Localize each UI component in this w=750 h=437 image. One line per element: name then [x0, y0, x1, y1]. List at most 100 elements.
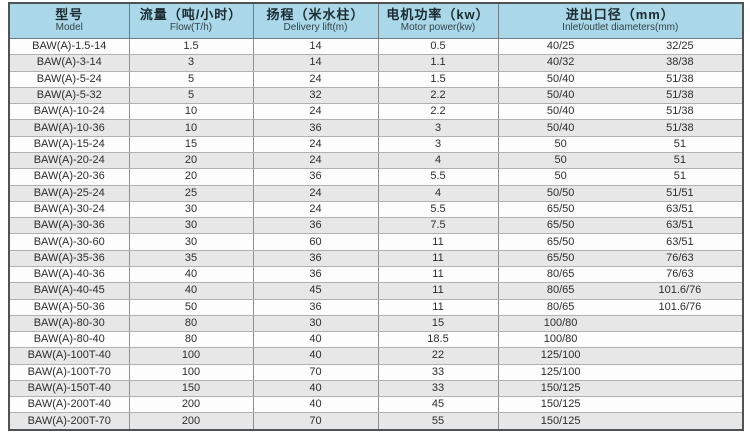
- column-header-delivery-lift: 扬程（米水柱） Delivery lift(m): [252, 3, 379, 39]
- inlet-outlet-value-1: 40/32: [546, 56, 575, 69]
- cell-lift: 70: [252, 412, 379, 431]
- inlet-outlet-value-1: 50/50: [546, 186, 575, 199]
- table-header: 型号 Model 流量（吨/小时） Flow(T/h) 扬程（米水柱） Deli…: [8, 3, 744, 39]
- cell-model: BAW(A)-10-36: [8, 119, 130, 137]
- inlet-outlet-value-2: 63/51: [666, 202, 694, 215]
- cell-flow: 100: [128, 364, 254, 381]
- inlet-outlet-value-2: 51/38: [666, 72, 694, 85]
- cell-model: BAW(A)-40-36: [8, 266, 130, 284]
- cell-lift: 30: [252, 315, 379, 333]
- inlet-outlet-value-2: 63/51: [666, 235, 694, 248]
- cell-model: BAW(A)-200T-70: [8, 412, 130, 431]
- cell-lift: 24: [252, 71, 379, 88]
- cell-inlet-outlet: 40/32 38/38: [497, 54, 744, 72]
- cell-model: BAW(A)-30-36: [8, 217, 130, 235]
- table-row: BAW(A)-80-40 80 40 18.5 100/80: [8, 331, 744, 349]
- inlet-outlet-value-2: 51/38: [666, 105, 694, 118]
- cell-flow: 30: [128, 201, 254, 219]
- table-row: BAW(A)-20-36 20 36 5.5 50 51: [8, 168, 744, 186]
- inlet-outlet-value-1: 50: [554, 154, 567, 167]
- inlet-outlet-value-1: 100/80: [543, 316, 578, 329]
- cell-flow: 200: [128, 412, 254, 431]
- table-row: BAW(A)-1.5-14 1.5 14 0.5 40/25 32/25: [8, 38, 744, 56]
- cell-flow: 3: [128, 54, 254, 72]
- cell-flow: 80: [128, 331, 254, 349]
- cell-flow: 40: [128, 282, 254, 300]
- cell-model: BAW(A)-30-60: [8, 233, 130, 251]
- cell-power: 18.5: [377, 331, 499, 349]
- cell-flow: 15: [128, 136, 254, 153]
- cell-lift: 24: [252, 103, 379, 121]
- cell-lift: 24: [252, 185, 379, 202]
- table-row: BAW(A)-20-24 20 24 4 50 51: [8, 152, 744, 170]
- table-row: BAW(A)-80-30 80 30 15 100/80: [8, 315, 744, 333]
- column-header-inlet-outlet-zh: 进出口径（mm）: [565, 7, 675, 22]
- cell-inlet-outlet: 50/40 51/38: [497, 103, 744, 121]
- inlet-outlet-value-1: 65/50: [546, 202, 575, 215]
- cell-lift: 45: [252, 282, 379, 300]
- table-row: BAW(A)-30-60 30 60 11 65/50 63/51: [8, 233, 744, 251]
- column-header-flow: 流量（吨/小时） Flow(T/h): [128, 3, 254, 39]
- cell-inlet-outlet: 50/40 51/38: [497, 71, 744, 88]
- column-header-inlet-outlet-en: Inlet/outlet diameters(mm): [562, 22, 679, 33]
- cell-power: 22: [377, 347, 499, 365]
- cell-inlet-outlet: 80/65 76/63: [497, 266, 744, 284]
- cell-power: 11: [377, 250, 499, 267]
- cell-flow: 10: [128, 103, 254, 121]
- table-row: BAW(A)-30-24 30 24 5.5 65/50 63/51: [8, 201, 744, 219]
- cell-power: 45: [377, 396, 499, 414]
- cell-lift: 14: [252, 54, 379, 72]
- inlet-outlet-value-2: 101.6/76: [658, 300, 702, 313]
- cell-model: BAW(A)-3-14: [8, 54, 130, 72]
- cell-lift: 36: [252, 266, 379, 284]
- cell-inlet-outlet: 65/50 63/51: [497, 217, 744, 235]
- cell-lift: 70: [252, 364, 379, 381]
- cell-model: BAW(A)-10-24: [8, 103, 130, 121]
- cell-power: 11: [377, 266, 499, 284]
- cell-power: 4: [377, 152, 499, 170]
- cell-model: BAW(A)-40-45: [8, 282, 130, 300]
- cell-flow: 10: [128, 119, 254, 137]
- inlet-outlet-value-2: 51/38: [666, 88, 694, 101]
- inlet-outlet-value-1: 80/65: [546, 300, 575, 313]
- cell-inlet-outlet: 80/65 101.6/76: [497, 299, 744, 316]
- cell-flow: 150: [128, 380, 254, 398]
- column-header-delivery-lift-en: Delivery lift(m): [283, 22, 348, 33]
- cell-flow: 50: [128, 299, 254, 316]
- cell-inlet-outlet: 65/50 63/51: [497, 233, 744, 251]
- cell-inlet-outlet: 125/100: [497, 364, 744, 381]
- table-row: BAW(A)-100T-40 100 40 22 125/100: [8, 347, 744, 365]
- cell-power: 33: [377, 364, 499, 381]
- cell-flow: 100: [128, 347, 254, 365]
- cell-power: 4: [377, 185, 499, 202]
- inlet-outlet-value-1: 65/50: [546, 219, 575, 232]
- cell-lift: 36: [252, 217, 379, 235]
- cell-lift: 36: [252, 299, 379, 316]
- cell-model: BAW(A)-30-24: [8, 201, 130, 219]
- inlet-outlet-value-1: 65/50: [546, 251, 575, 264]
- cell-inlet-outlet: 50/40 51/38: [497, 87, 744, 105]
- cell-model: BAW(A)-25-24: [8, 185, 130, 202]
- cell-power: 5.5: [377, 168, 499, 186]
- table-row: BAW(A)-10-36 10 36 3 50/40 51/38: [8, 119, 744, 137]
- cell-model: BAW(A)-100T-70: [8, 364, 130, 381]
- cell-inlet-outlet: 50 51: [497, 168, 744, 186]
- cell-lift: 36: [252, 168, 379, 186]
- inlet-outlet-value-1: 50: [554, 170, 567, 183]
- table-row: BAW(A)-50-36 50 36 11 80/65 101.6/76: [8, 299, 744, 316]
- cell-model: BAW(A)-35-36: [8, 250, 130, 267]
- cell-model: BAW(A)-80-30: [8, 315, 130, 333]
- inlet-outlet-value-2: 51/51: [666, 186, 694, 199]
- cell-flow: 200: [128, 396, 254, 414]
- cell-model: BAW(A)-50-36: [8, 299, 130, 316]
- table-row: BAW(A)-200T-40 200 40 45 150/125: [8, 396, 744, 414]
- cell-power: 3: [377, 136, 499, 153]
- cell-model: BAW(A)-15-24: [8, 136, 130, 153]
- cell-model: BAW(A)-200T-40: [8, 396, 130, 414]
- column-header-flow-en: Flow(T/h): [169, 22, 213, 33]
- cell-flow: 30: [128, 233, 254, 251]
- inlet-outlet-value-1: 50/40: [546, 72, 575, 85]
- cell-flow: 20: [128, 152, 254, 170]
- cell-lift: 32: [252, 87, 379, 105]
- table-row: BAW(A)-10-24 10 24 2.2 50/40 51/38: [8, 103, 744, 121]
